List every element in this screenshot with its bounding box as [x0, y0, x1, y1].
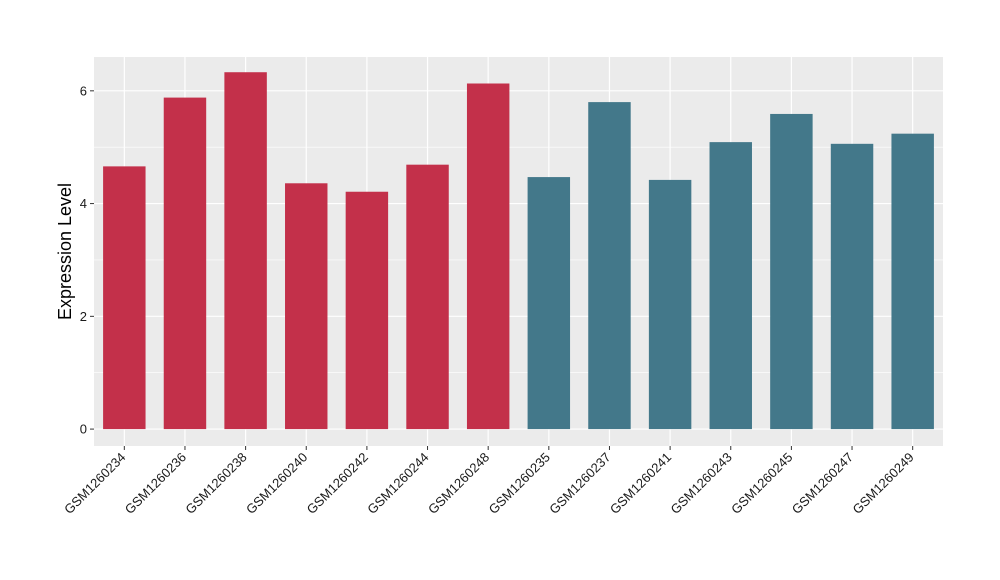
- bar-GSM1260242: [345, 191, 389, 430]
- x-tick-label: GSM1260243: [668, 450, 735, 517]
- x-axis: GSM1260234GSM1260236GSM1260238GSM1260240…: [61, 446, 917, 517]
- bar-GSM1260248: [466, 83, 510, 430]
- bar-GSM1260247: [830, 143, 874, 430]
- bars: [103, 72, 934, 430]
- y-tick-label: 4: [80, 196, 87, 211]
- y-axis-title: Expression Level: [55, 183, 75, 320]
- x-tick-label: GSM1260240: [243, 450, 310, 517]
- x-tick-label: GSM1260235: [486, 450, 553, 517]
- x-tick-label: GSM1260247: [789, 450, 856, 517]
- x-tick-label: GSM1260242: [304, 450, 371, 517]
- x-tick-label: GSM1260236: [122, 450, 189, 517]
- x-tick-label: GSM1260241: [607, 450, 674, 517]
- x-tick-label: GSM1260249: [849, 450, 916, 517]
- y-tick-label: 0: [80, 422, 87, 437]
- bar-GSM1260235: [527, 177, 571, 430]
- x-tick-label: GSM1260237: [546, 450, 613, 517]
- bar-GSM1260240: [285, 183, 328, 430]
- bar-GSM1260234: [103, 166, 146, 430]
- bar-GSM1260249: [891, 133, 934, 430]
- plot-panel: [94, 57, 943, 446]
- x-tick-label: GSM1260248: [425, 450, 492, 517]
- x-tick-label: GSM1260244: [364, 450, 431, 517]
- bar-GSM1260245: [770, 113, 813, 430]
- y-tick-label: 6: [80, 83, 87, 98]
- x-tick-label: GSM1260234: [61, 450, 128, 517]
- bar-GSM1260241: [648, 179, 692, 430]
- bar-GSM1260238: [224, 72, 267, 430]
- y-tick-label: 2: [80, 309, 87, 324]
- bar-GSM1260236: [163, 97, 207, 430]
- x-tick-label: GSM1260245: [728, 450, 795, 517]
- x-tick-label: GSM1260238: [182, 450, 249, 517]
- y-axis: 0 2 4 6: [80, 83, 94, 437]
- bar-GSM1260243: [709, 142, 752, 430]
- bar-GSM1260244: [406, 164, 449, 430]
- bar-GSM1260237: [588, 102, 631, 430]
